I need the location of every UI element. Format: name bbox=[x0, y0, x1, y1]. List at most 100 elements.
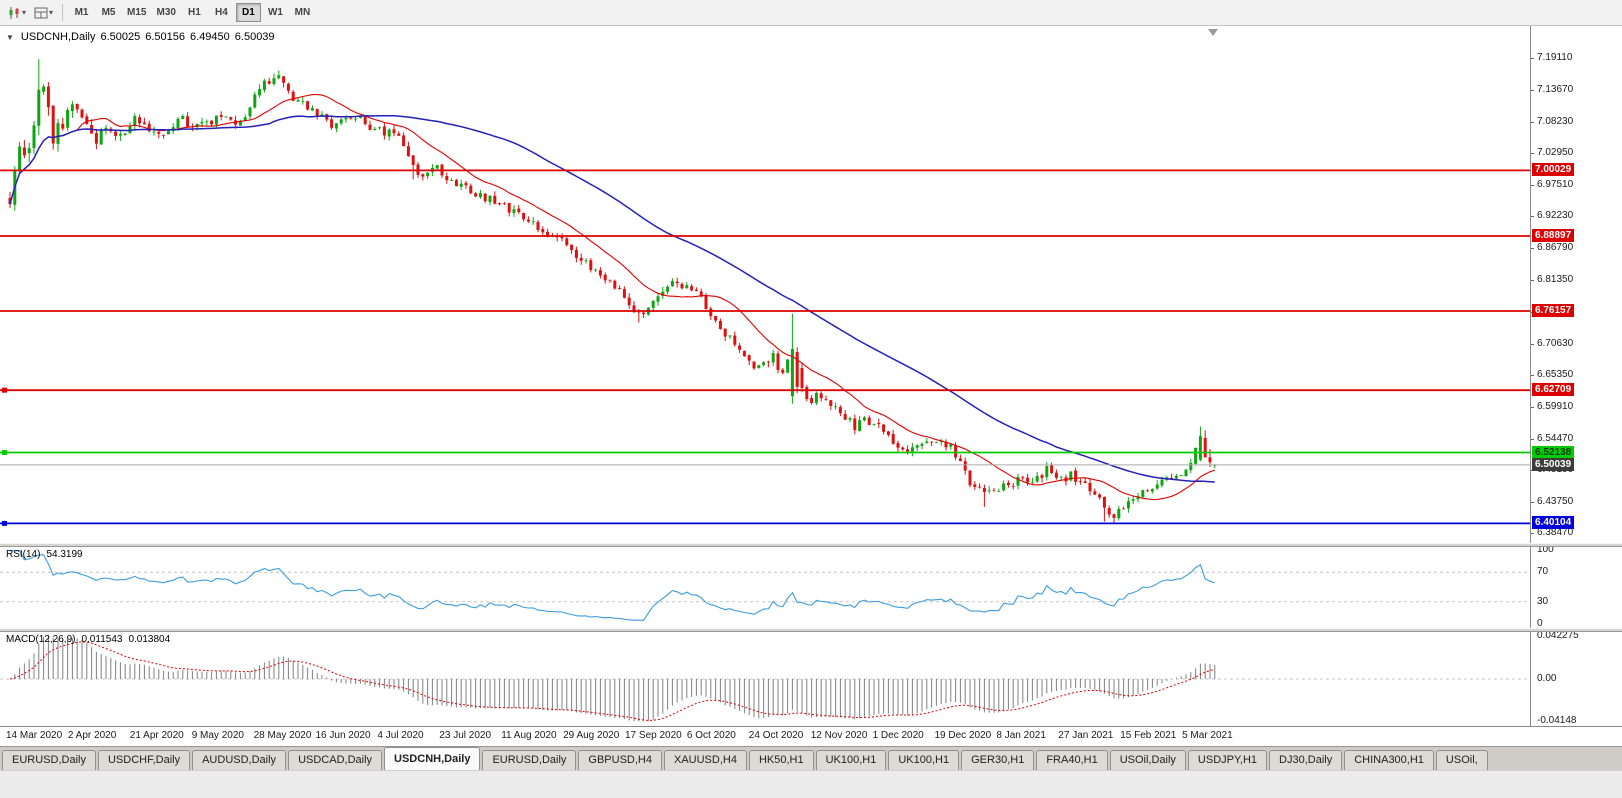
ma-slow-line bbox=[9, 114, 1215, 483]
chart-tab-AUDUSD-Daily[interactable]: AUDUSD,Daily bbox=[192, 750, 287, 770]
toolbar-separator bbox=[62, 4, 64, 21]
panel-resize-handle[interactable] bbox=[0, 543, 1622, 547]
timeframe-button-MN[interactable]: MN bbox=[294, 7, 311, 18]
macd-histogram bbox=[14, 636, 1216, 722]
date-label: 1 Dec 2020 bbox=[872, 730, 924, 741]
date-label: 9 May 2020 bbox=[191, 730, 244, 741]
rsi-label: RSI(14) bbox=[6, 549, 41, 560]
ohlc-low: 6.49450 bbox=[190, 31, 230, 43]
timeframe-button-W1[interactable]: W1 bbox=[267, 7, 283, 18]
date-label: 14 Mar 2020 bbox=[6, 730, 63, 741]
chart-tab-USDCAD-Daily[interactable]: USDCAD,Daily bbox=[288, 750, 383, 770]
scale-tick-mark bbox=[1531, 374, 1534, 376]
ohlc-open: 6.50025 bbox=[100, 31, 141, 43]
macd-signal-line bbox=[9, 641, 1215, 721]
line-handle[interactable] bbox=[2, 450, 7, 455]
chevron-down-icon: ▾ bbox=[22, 8, 27, 17]
chart-symbol-period: USDCNH,Daily bbox=[20, 31, 96, 43]
chart-tab-GBPUSD-H4[interactable]: GBPUSD,H4 bbox=[578, 750, 662, 770]
price-tick-label: 6.38470 bbox=[1537, 527, 1574, 538]
macd-title: MACD(12,26,9) 0.011543 0.013804 bbox=[6, 634, 170, 645]
chart-tab-USOil-Daily[interactable]: USOil,Daily bbox=[1109, 750, 1186, 770]
macd-label: MACD(12,26,9) bbox=[6, 634, 76, 645]
price-level-badge: 6.88897 bbox=[1532, 229, 1575, 242]
date-label: 11 Aug 2020 bbox=[501, 730, 557, 741]
timeframe-button-M15[interactable]: M15 bbox=[127, 7, 147, 18]
scale-tick-mark bbox=[1531, 122, 1534, 124]
price-level-badge: 6.76157 bbox=[1532, 304, 1575, 317]
chart-profiles-button[interactable]: ▾ bbox=[30, 2, 57, 23]
chart-tab-EURUSD-Daily[interactable]: EURUSD,Daily bbox=[2, 750, 96, 770]
price-tick-label: 7.19110 bbox=[1537, 52, 1573, 63]
chart-tab-FRA40-H1[interactable]: FRA40,H1 bbox=[1036, 750, 1108, 770]
date-label: 12 Nov 2020 bbox=[810, 730, 868, 741]
macd-canvas[interactable] bbox=[0, 632, 1530, 726]
date-label: 17 Sep 2020 bbox=[625, 730, 682, 741]
timeframe-button-H4[interactable]: H4 bbox=[215, 7, 228, 18]
line-handle[interactable] bbox=[2, 520, 7, 526]
chart-tab-HK50-H1[interactable]: HK50,H1 bbox=[748, 750, 814, 770]
timeframe-button-H1[interactable]: H1 bbox=[188, 7, 201, 18]
price-tick-label: 6.59910 bbox=[1537, 400, 1574, 412]
chart-tab-UK100-H1[interactable]: UK100,H1 bbox=[888, 750, 960, 770]
price-tick-label: 6.86790 bbox=[1537, 242, 1574, 254]
chart-tab-USDCHF-Daily[interactable]: USDCHF,Daily bbox=[97, 750, 191, 770]
line-handle[interactable] bbox=[2, 387, 7, 393]
main-chart-canvas[interactable] bbox=[0, 26, 1530, 543]
candles-layer bbox=[8, 59, 1217, 524]
date-label: 4 Jul 2020 bbox=[377, 730, 424, 741]
date-label: 2 Apr 2020 bbox=[67, 730, 117, 741]
rsi-canvas[interactable] bbox=[0, 547, 1530, 628]
scale-tick-mark bbox=[1531, 501, 1534, 503]
macd-tick-label: 0.00 bbox=[1537, 673, 1557, 684]
chart-tab-EURUSD-Daily[interactable]: EURUSD,Daily bbox=[482, 750, 577, 770]
timeframe-button-M5[interactable]: M5 bbox=[101, 7, 116, 18]
price-tick-label: 7.02950 bbox=[1537, 147, 1574, 159]
date-label: 16 Jun 2020 bbox=[315, 730, 371, 741]
chart-shift-marker[interactable] bbox=[1208, 29, 1218, 36]
time-scale[interactable]: 14 Mar 2020 2 Apr 2020 21 Apr 2020 9 May 20… bbox=[0, 726, 1622, 746]
panel-resize-handle[interactable] bbox=[0, 628, 1622, 632]
rsi-tick-label: 70 bbox=[1537, 566, 1549, 578]
scale-tick-mark bbox=[1531, 280, 1534, 282]
chart-tab-USOil-[interactable]: USOil, bbox=[1435, 750, 1488, 770]
chart-tab-DJ30-Daily[interactable]: DJ30,Daily bbox=[1269, 750, 1343, 770]
scale-tick-mark bbox=[1531, 153, 1534, 155]
rsi-line bbox=[10, 550, 1215, 621]
price-tick-label: 6.54470 bbox=[1537, 432, 1574, 444]
price-scale[interactable]: 7.19110 7.13670 7.08230 7.02950 6.97510 6.922… bbox=[1530, 26, 1622, 726]
chart-tab-CHINA300-H1[interactable]: CHINA300,H1 bbox=[1344, 750, 1434, 770]
rsi-tick-label: 30 bbox=[1537, 595, 1549, 607]
date-label: 8 Jan 2021 bbox=[996, 730, 1046, 741]
chart-tab-XAUUSD-H4[interactable]: XAUUSD,H4 bbox=[663, 750, 747, 770]
rsi-value: 54.3199 bbox=[46, 549, 83, 560]
timeframe-button-M1[interactable]: M1 bbox=[74, 7, 89, 18]
price-level-badge: 7.00029 bbox=[1532, 163, 1575, 177]
scale-tick-mark bbox=[1531, 185, 1534, 187]
chart-tab-UK100-H1[interactable]: UK100,H1 bbox=[815, 750, 887, 770]
date-label: 21 Apr 2020 bbox=[129, 730, 184, 741]
timeframe-button-M30[interactable]: M30 bbox=[156, 7, 176, 18]
scale-tick-mark bbox=[1531, 438, 1534, 440]
chart-tab-USDCNH-Daily[interactable]: USDCNH,Daily bbox=[384, 747, 481, 770]
new-chart-button[interactable]: ▾ bbox=[3, 2, 30, 23]
top-toolbar: ▾ ▾ M1 M5 M15 M30 H1 H4 D1 W1 MN bbox=[0, 0, 1622, 26]
collapse-chart-icon[interactable]: ▼ bbox=[6, 32, 14, 42]
chart-tab-USDJPY-H1[interactable]: USDJPY,H1 bbox=[1187, 750, 1268, 770]
rsi-tick-label: 100 bbox=[1537, 544, 1554, 555]
price-tick-label: 6.70630 bbox=[1537, 337, 1574, 349]
ohlc-close: 6.50039 bbox=[234, 31, 275, 43]
price-level-badge: 6.40104 bbox=[1532, 516, 1575, 530]
rsi-title: RSI(14) 54.3199 bbox=[6, 549, 83, 560]
macd-tick-label: 0.042275 bbox=[1537, 630, 1579, 641]
date-label: 23 Jul 2020 bbox=[439, 730, 492, 741]
price-level-badge: 6.62709 bbox=[1532, 383, 1575, 397]
timeframe-button-D1[interactable]: D1 bbox=[235, 3, 261, 22]
chart-tabs-bar: EURUSD,Daily USDCHF,Daily AUDUSD,Daily USDC… bbox=[0, 746, 1622, 770]
scale-tick-mark bbox=[1531, 406, 1534, 408]
ma-fast-line bbox=[9, 94, 1215, 501]
chart-tab-GER30-H1[interactable]: GER30,H1 bbox=[961, 750, 1035, 770]
price-tick-label: 6.97510 bbox=[1537, 179, 1574, 191]
